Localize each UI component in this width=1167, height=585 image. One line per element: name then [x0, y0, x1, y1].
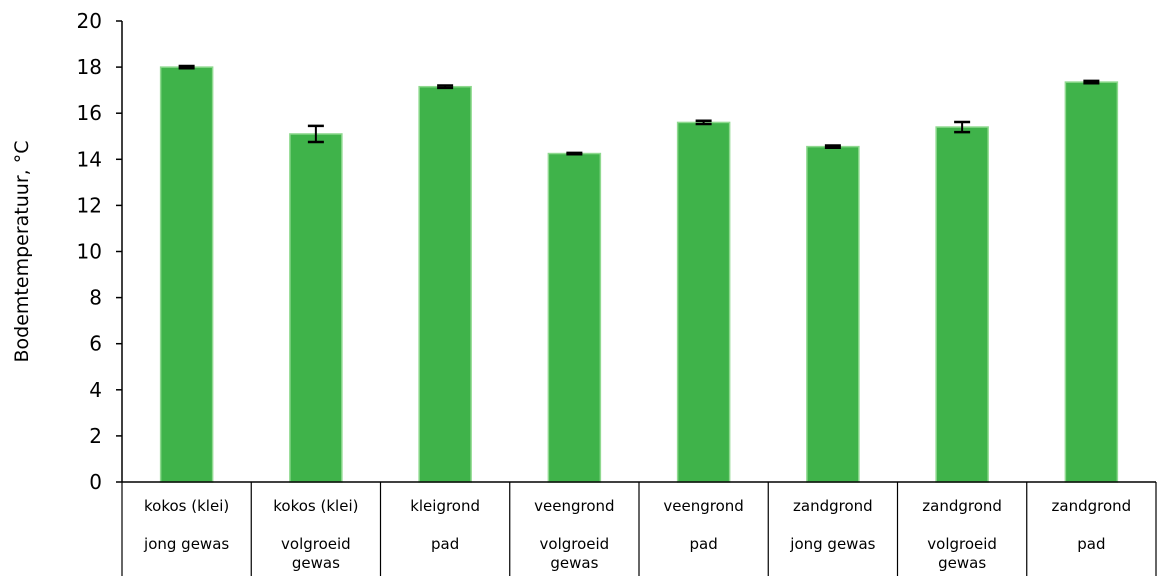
category-label-line3: gewas — [938, 554, 986, 572]
category-label-line1: kokos (klei) — [273, 497, 358, 515]
y-tick-label: 8 — [89, 286, 102, 310]
y-tick-label: 18 — [77, 55, 102, 79]
bar — [676, 121, 731, 483]
y-tick-label: 0 — [89, 470, 102, 494]
category-label-line1: kleigrond — [410, 497, 480, 515]
category-label-line1: veengrond — [534, 497, 614, 515]
bar — [935, 126, 989, 483]
error-bar — [566, 151, 583, 156]
y-axis-title-group: Bodemtemperatuur, °C — [11, 141, 33, 363]
category-label-line3: gewas — [550, 554, 598, 572]
y-tick-label: 14 — [77, 147, 102, 171]
category-label-line2: volgroeid — [281, 535, 351, 553]
category-label-line2: pad — [690, 535, 718, 553]
bar — [806, 145, 860, 483]
y-axis: 0 2 4 6 8 10 12 14 16 18 20 — [77, 9, 123, 494]
bar — [547, 152, 602, 483]
category-label-line2: pad — [431, 535, 459, 553]
category-label-line2: pad — [1077, 535, 1105, 553]
category-label-line1: zandgrond — [793, 497, 873, 515]
y-tick-label: 4 — [89, 378, 102, 402]
bar — [418, 85, 472, 483]
error-bar — [695, 119, 712, 126]
y-tick-label: 6 — [89, 332, 102, 356]
category-label-line1: kokos (klei) — [144, 497, 229, 515]
error-bar — [954, 120, 971, 134]
y-tick-label: 10 — [77, 240, 102, 264]
error-bar — [824, 144, 841, 150]
bar — [289, 133, 343, 483]
category-table: kokos (klei) jong gewas kokos (klei) volgro… — [121, 481, 1157, 576]
error-bar — [178, 64, 195, 70]
y-tick-label: 16 — [77, 101, 102, 125]
category-label-line2: volgroeid — [927, 535, 997, 553]
y-tick-label: 20 — [77, 9, 102, 33]
y-axis-title: Bodemtemperatuur, °C — [11, 141, 33, 363]
y-tick-label: 12 — [77, 193, 102, 217]
category-label-line1: zandgrond — [922, 497, 1002, 515]
error-bar — [1083, 79, 1100, 85]
category-label-line3: gewas — [292, 554, 340, 572]
bar — [159, 66, 214, 483]
category-label-line1: veengrond — [663, 497, 743, 515]
category-label-line1: zandgrond — [1052, 497, 1132, 515]
error-bar — [307, 124, 324, 144]
category-label-line2: jong gewas — [789, 535, 875, 553]
error-bar — [437, 84, 454, 90]
category-label-line2: volgroeid — [540, 535, 610, 553]
category-label-line2: jong gewas — [143, 535, 229, 553]
y-tick-label: 2 — [89, 424, 102, 448]
error-bars — [178, 64, 1100, 156]
bars — [159, 66, 1119, 483]
bar — [1064, 81, 1119, 483]
